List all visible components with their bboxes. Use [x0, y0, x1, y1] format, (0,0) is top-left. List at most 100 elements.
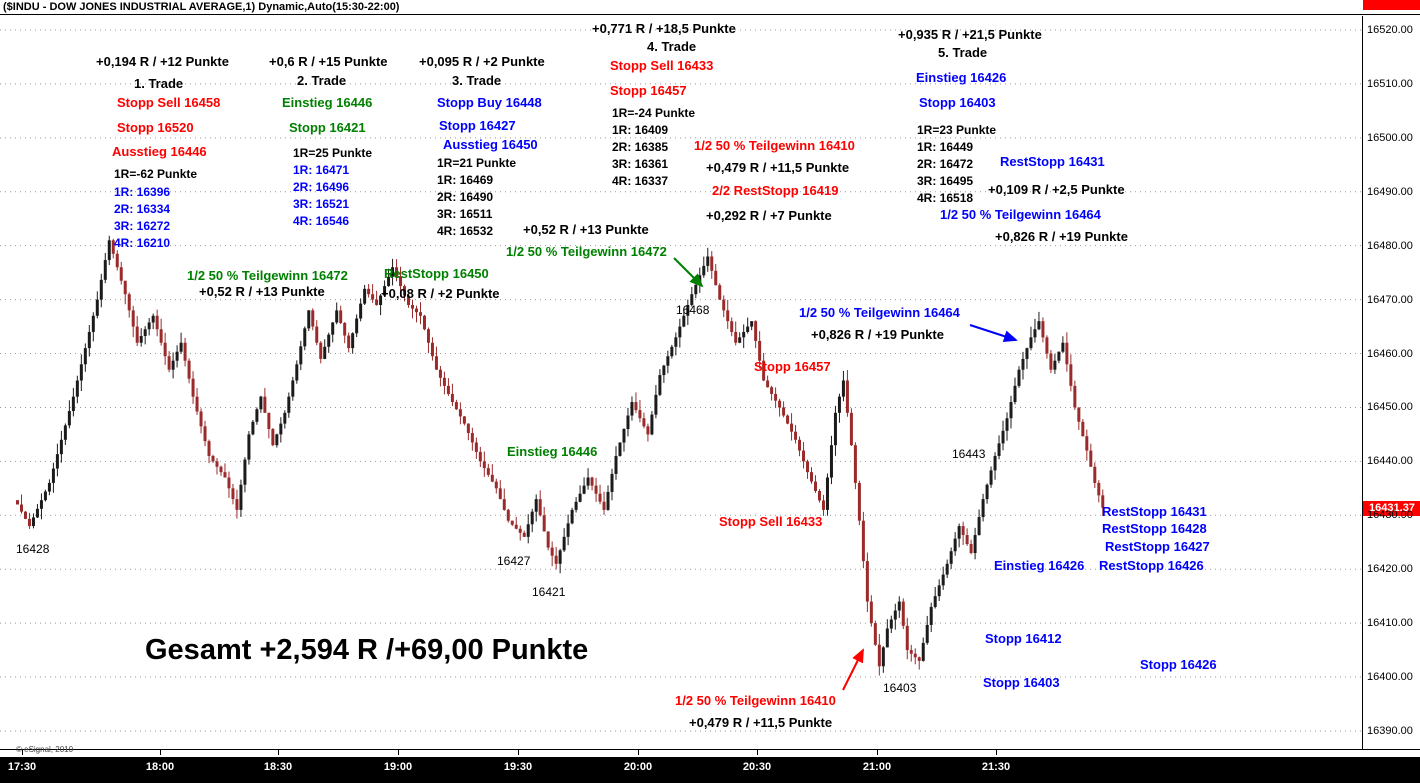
- price-axis-label: 16470.00: [1367, 293, 1413, 306]
- candle-body: [702, 265, 706, 276]
- candle-body: [279, 423, 283, 435]
- candle-body: [1049, 353, 1053, 370]
- candle-body: [630, 402, 634, 416]
- candle-body: [762, 360, 766, 381]
- candlestick-chart: [0, 29, 1362, 732]
- candle-body: [83, 348, 87, 365]
- candle-body: [47, 482, 51, 492]
- candle-body: [981, 499, 985, 518]
- candle-body: [646, 426, 650, 435]
- candle-body: [239, 484, 243, 510]
- candle-body: [247, 434, 251, 460]
- candle-body: [175, 351, 179, 361]
- candle-body: [957, 526, 961, 539]
- candle-body: [59, 439, 63, 455]
- candle-body: [171, 360, 175, 370]
- time-axis-label: 19:30: [503, 761, 533, 773]
- candle-body: [666, 356, 670, 366]
- candle-body: [542, 515, 546, 532]
- candle-body: [367, 288, 371, 295]
- annotation-arrow: [842, 648, 864, 691]
- candle-body: [299, 346, 303, 365]
- time-axis-label: 18:00: [145, 761, 175, 773]
- candle-body: [1065, 342, 1069, 365]
- candle-body: [482, 461, 486, 469]
- candle-body: [1005, 418, 1009, 431]
- candle-body: [91, 315, 95, 332]
- candle-body: [949, 551, 953, 564]
- candle-body: [602, 501, 606, 510]
- candle-body: [119, 267, 123, 281]
- candle-body: [670, 346, 674, 357]
- candle-body: [347, 335, 351, 349]
- candle-body: [243, 459, 247, 485]
- candle-body: [730, 321, 734, 332]
- candle-body: [993, 455, 997, 471]
- time-axis-label: 21:00: [862, 761, 892, 773]
- candle-body: [1013, 385, 1017, 403]
- candle-body: [554, 555, 558, 564]
- candle-body: [107, 240, 111, 261]
- candle-body: [634, 402, 638, 411]
- candle-body: [742, 331, 746, 338]
- candlestick-chart-area[interactable]: [0, 16, 1362, 749]
- candle-body: [490, 474, 494, 482]
- candle-body: [506, 509, 510, 521]
- candle-body: [275, 434, 279, 446]
- candle-body: [355, 318, 359, 334]
- candle-body: [973, 535, 977, 554]
- annotation-arrows: [673, 257, 1018, 691]
- candle-body: [738, 337, 742, 343]
- candle-body: [486, 468, 490, 475]
- candle-body: [534, 499, 538, 512]
- candle-body: [35, 508, 39, 518]
- candle-body: [1037, 321, 1041, 330]
- candle-body: [1093, 466, 1097, 483]
- candle-body: [207, 441, 211, 456]
- candle-body: [841, 380, 845, 397]
- candle-body: [885, 628, 889, 648]
- price-axis[interactable]: 16431.37 16520.00 16510.00 16500.00 16490.0…: [1362, 16, 1420, 749]
- candle-body: [837, 396, 841, 413]
- candle-body: [794, 431, 798, 440]
- candle-body: [518, 528, 522, 533]
- candle-body: [961, 526, 965, 536]
- candle-body: [231, 488, 235, 500]
- annotation-arrow: [969, 324, 1018, 342]
- candle-body: [921, 642, 925, 661]
- candle-body: [438, 369, 442, 378]
- candle-body: [857, 482, 861, 521]
- candle-body: [462, 416, 466, 424]
- candle-body: [458, 409, 462, 417]
- candle-body: [706, 256, 710, 266]
- grid-lines: [0, 29, 1362, 732]
- candle-body: [99, 279, 103, 300]
- candle-body: [881, 647, 885, 667]
- candle-body: [726, 310, 730, 322]
- candle-body: [19, 504, 23, 512]
- candle-body: [143, 329, 147, 336]
- candle-body: [383, 286, 387, 296]
- candle-body: [522, 532, 526, 537]
- candle-body: [658, 375, 662, 395]
- candle-body: [434, 356, 438, 370]
- candle-body: [538, 499, 542, 516]
- candle-body: [87, 331, 91, 349]
- time-axis[interactable]: 17:30 18:00 18:30 19:00 19:30 20:00 20:30 21:00…: [0, 757, 1420, 783]
- candle-body: [267, 412, 271, 430]
- candle-body: [997, 443, 1001, 456]
- candle-body: [466, 423, 470, 434]
- candle-body: [167, 356, 171, 370]
- candle-body: [303, 328, 307, 347]
- candle-body: [454, 402, 458, 410]
- candle-body: [103, 260, 107, 280]
- candle-body: [873, 623, 877, 645]
- time-axis-tick: [398, 750, 399, 755]
- candle-body: [215, 461, 219, 467]
- candle-body: [821, 500, 825, 510]
- candle-body: [598, 493, 602, 502]
- candle-body: [606, 491, 610, 510]
- candle-body: [55, 454, 59, 469]
- candle-body: [399, 276, 403, 287]
- candle-body: [271, 429, 275, 446]
